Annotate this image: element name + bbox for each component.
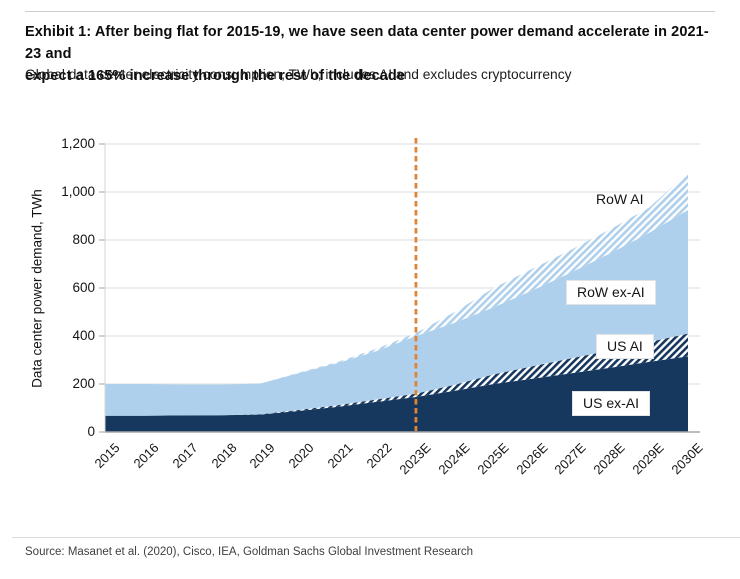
y-tick-label: 800 <box>72 232 95 247</box>
y-tick-label: 0 <box>87 424 95 439</box>
series-label-row-ex-ai: RoW ex-AI <box>566 280 656 305</box>
top-divider <box>25 11 715 12</box>
exhibit-title: Exhibit 1: After being flat for 2015-19,… <box>25 21 725 87</box>
series-label-us-ai: US AI <box>596 334 654 359</box>
bottom-divider <box>12 537 740 538</box>
y-tick-label: 600 <box>72 280 95 295</box>
axes <box>99 143 700 433</box>
series-label-row-ai: RoW AI <box>596 191 644 207</box>
series-label-us-ex-ai: US ex-AI <box>572 391 651 416</box>
y-tick-label: 1,000 <box>61 184 95 199</box>
y-tick-label: 400 <box>72 328 95 343</box>
y-tick-label: 200 <box>72 376 95 391</box>
exhibit-subtitle: Global data center electricity consumpti… <box>25 67 572 82</box>
area-band-row-ex-ai <box>105 210 688 416</box>
source-note: Source: Masanet et al. (2020), Cisco, IE… <box>25 546 474 558</box>
exhibit-title-line1: Exhibit 1: After being flat for 2015-19,… <box>25 24 709 62</box>
area-band-us-ai <box>105 333 688 416</box>
exhibit-title-line2: expect a 165% increase through the rest … <box>25 68 406 84</box>
area-band-us-ex-ai <box>105 356 688 432</box>
area-band-row-ai <box>105 172 688 385</box>
y-tick-label: 1,200 <box>61 136 95 151</box>
area-series <box>105 172 688 432</box>
